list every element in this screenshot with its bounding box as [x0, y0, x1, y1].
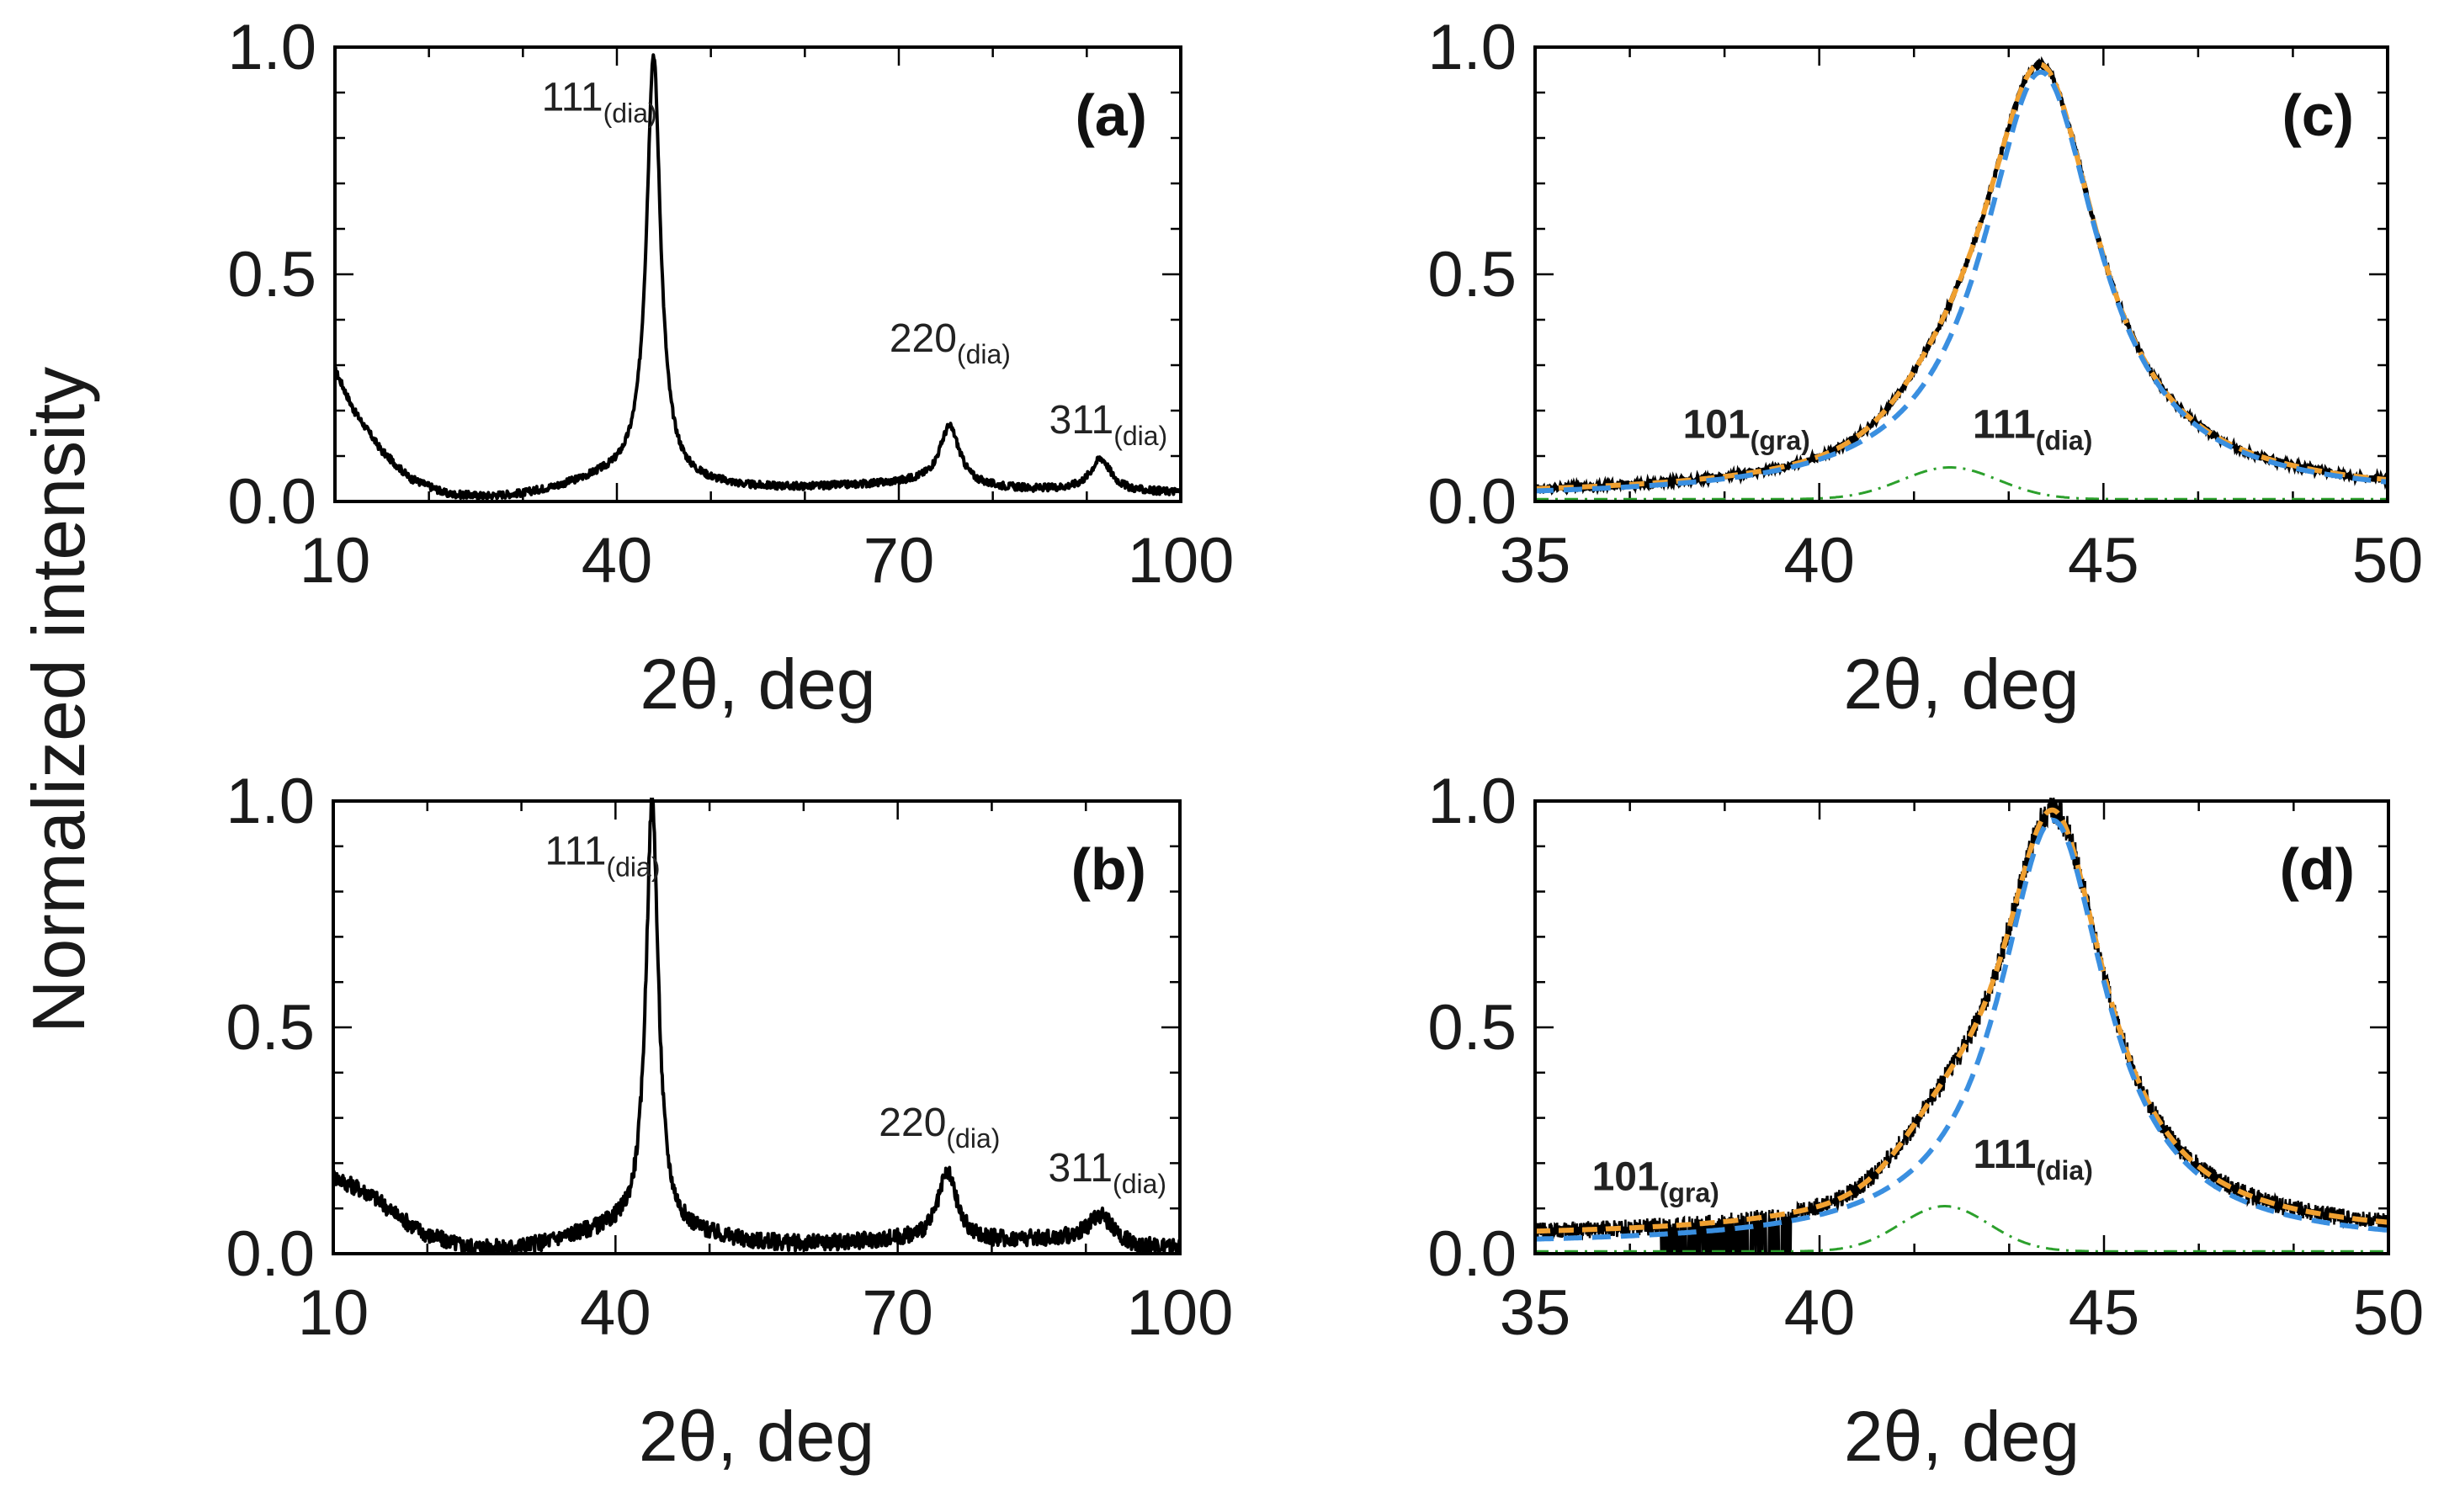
- x-tick-label: 10: [300, 525, 371, 597]
- peak-label-main: 311: [1049, 398, 1114, 443]
- panel-label: (d): [2280, 836, 2355, 902]
- plot-frame: [1533, 799, 2390, 1255]
- y-tick-label: 0.0: [226, 1218, 315, 1290]
- diamond-fit-line: [1535, 817, 2388, 1242]
- peak-label-sub: (dia): [957, 339, 1011, 369]
- y-tick-label: 0.5: [227, 239, 316, 310]
- graphite-fit-line: [1535, 466, 2388, 501]
- panel-c: 35 40 45 50 0.0 0.5 1.0 2θ, deg (c) 101(gra) 111(d…: [1427, 12, 2423, 724]
- panel-label: (a): [1075, 82, 1147, 148]
- peak-label: 101(gra): [1683, 402, 1810, 455]
- peak-label: 311(dia): [1049, 398, 1168, 451]
- x-tick-label: 40: [582, 525, 653, 597]
- x-tick-label: 70: [863, 525, 935, 597]
- y-tick-label: 0.5: [1427, 239, 1517, 310]
- x-axis-title: 2θ, deg: [1843, 645, 2079, 724]
- peak-label-main: 101: [1683, 402, 1751, 447]
- peak-label-sub: (gra): [1751, 425, 1810, 455]
- peak-label: 111(dia): [1974, 1133, 2093, 1186]
- peak-label-sub: (dia): [946, 1123, 1000, 1154]
- peak-label-main: 111: [1974, 1133, 2037, 1177]
- x-tick-label: 35: [1500, 525, 1571, 597]
- y-axis-title: Normalized intensity: [17, 367, 100, 1033]
- panel-label: (c): [2282, 82, 2354, 148]
- x-tick-label: 45: [2069, 1277, 2140, 1349]
- peak-label-sub: (dia): [2036, 1155, 2093, 1186]
- x-tick-label: 40: [580, 1277, 651, 1349]
- y-tick-label: 1.0: [1427, 766, 1517, 837]
- peak-label-main: 111: [542, 76, 603, 120]
- peak-label-main: 220: [879, 1101, 946, 1145]
- peak-label: 220(dia): [890, 316, 1011, 369]
- total-fit-line: [1535, 807, 2388, 1234]
- peak-label: 220(dia): [879, 1101, 1000, 1154]
- x-tick-label: 10: [298, 1277, 369, 1349]
- peak-label-sub: (dia): [1113, 1169, 1166, 1199]
- peak-label-sub: (gra): [1660, 1178, 1719, 1208]
- peak-label: 311(dia): [1049, 1146, 1167, 1199]
- xrd-pattern-line: [335, 53, 1181, 501]
- plot-frame: [333, 45, 1182, 503]
- peak-label: 111(dia): [1973, 402, 2092, 455]
- x-tick-label: 50: [2353, 1277, 2425, 1349]
- plot-area: [1535, 56, 2388, 501]
- peak-label-sub: (dia): [1113, 421, 1167, 451]
- x-tick-label: 45: [2068, 525, 2139, 597]
- y-tick-label: 1.0: [227, 12, 316, 83]
- panel-label: (b): [1071, 836, 1146, 902]
- x-axis-title: 2θ, deg: [640, 645, 875, 724]
- y-tick-label: 0.0: [227, 466, 316, 538]
- plot-frame: [1533, 45, 2389, 503]
- x-tick-label: 100: [1128, 525, 1235, 597]
- panel-d: 35 40 45 50 0.0 0.5 1.0 2θ, deg (d) 101(gra) 111(d…: [1427, 766, 2424, 1476]
- peak-label-main: 311: [1049, 1146, 1113, 1191]
- x-tick-label: 40: [1783, 525, 1855, 597]
- peak-label-main: 111: [545, 829, 607, 873]
- x-tick-label: 50: [2352, 525, 2424, 597]
- peak-label-sub: (dia): [606, 851, 660, 882]
- peak-label-main: 220: [890, 316, 957, 361]
- y-tick-label: 0.5: [226, 992, 315, 1064]
- peak-label-main: 111: [1973, 402, 2036, 447]
- peak-label: 111(dia): [542, 76, 657, 129]
- y-tick-label: 1.0: [1427, 12, 1517, 83]
- plot-area: [335, 53, 1181, 501]
- peak-label-sub: (dia): [2036, 425, 2093, 455]
- peak-label-sub: (dia): [603, 98, 657, 129]
- y-tick-label: 1.0: [226, 766, 315, 837]
- y-tick-label: 0.0: [1427, 1218, 1517, 1290]
- y-tick-label: 0.0: [1427, 466, 1517, 538]
- x-axis-title: 2θ, deg: [1844, 1397, 2080, 1476]
- plot-area: [1535, 798, 2388, 1254]
- peak-label: 111(dia): [545, 829, 661, 882]
- diamond-fit-line: [1535, 69, 2388, 494]
- plot-frame: [332, 799, 1182, 1255]
- x-tick-label: 70: [862, 1277, 933, 1349]
- x-tick-label: 35: [1500, 1277, 1571, 1349]
- x-tick-label: 100: [1127, 1277, 1234, 1349]
- x-axis-title: 2θ, deg: [639, 1397, 874, 1476]
- y-tick-label: 0.5: [1427, 992, 1517, 1064]
- peak-label-main: 101: [1592, 1155, 1660, 1200]
- peak-label: 101(gra): [1592, 1155, 1719, 1208]
- x-tick-label: 40: [1784, 1277, 1856, 1349]
